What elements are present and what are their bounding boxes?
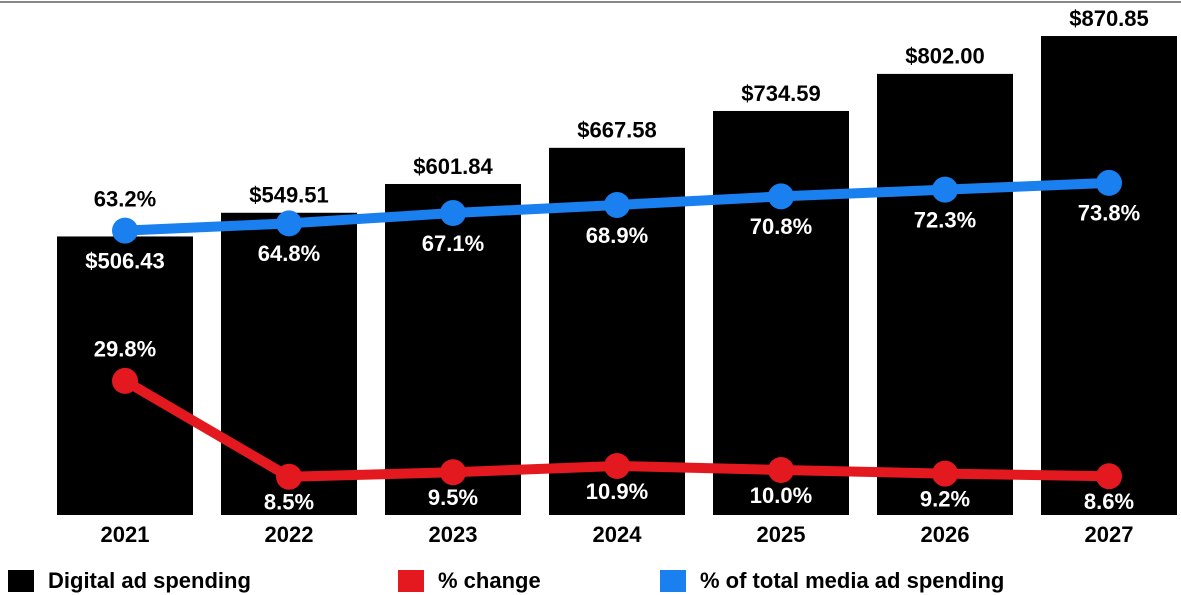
line-value-label: 63.2% [94,186,156,211]
line-value-label: 10.0% [750,483,812,508]
bar [1041,36,1177,515]
x-tick-label: 2027 [1085,522,1134,547]
marker [112,367,138,394]
line-value-label: 64.8% [258,241,320,266]
marker [1096,169,1122,196]
x-tick-label: 2021 [101,522,150,547]
marker [604,191,630,218]
marker [932,176,958,203]
marker [768,183,794,210]
x-tick-label: 2023 [429,522,478,547]
line-value-label: 70.8% [750,214,812,239]
bar-value-label: $734.59 [741,81,821,106]
bar-value-label: $870.85 [1069,6,1149,31]
marker [932,460,958,487]
line-value-label: 72.3% [914,207,976,232]
marker [768,457,794,483]
legend-swatch [660,570,686,592]
x-tick-label: 2024 [593,522,643,547]
bar-value-label: $601.84 [413,154,493,179]
marker [276,210,302,237]
marker [604,452,630,479]
line-value-label: 67.1% [422,231,484,256]
line-value-label: 29.8% [94,337,156,362]
legend-label: % of total media ad spending [700,568,1004,593]
line-value-label: 9.2% [920,486,970,511]
bar [713,110,849,516]
line-value-label: 8.5% [264,490,314,515]
legend-swatch [398,570,424,592]
line-value-label: 10.9% [586,479,648,504]
bar-value-label: $506.43 [85,248,165,273]
line-value-label: 9.5% [428,485,478,510]
line-value-label: 73.8% [1078,201,1140,226]
bar-value-label: $549.51 [249,183,329,208]
line-value-label: 8.6% [1084,489,1134,514]
x-tick-label: 2022 [265,522,314,547]
marker [440,459,466,486]
x-tick-label: 2025 [757,522,806,547]
marker [276,463,302,490]
legend-swatch [8,570,34,592]
bar-value-label: $667.58 [577,118,657,143]
bar [877,73,1013,516]
marker [440,200,466,227]
legend-label: % change [438,568,541,593]
legend-label: Digital ad spending [48,568,251,593]
line-value-label: 68.9% [586,223,648,248]
bar-value-label: $802.00 [905,44,985,69]
marker [112,217,138,244]
marker [1096,463,1122,490]
x-tick-label: 2026 [921,522,970,547]
